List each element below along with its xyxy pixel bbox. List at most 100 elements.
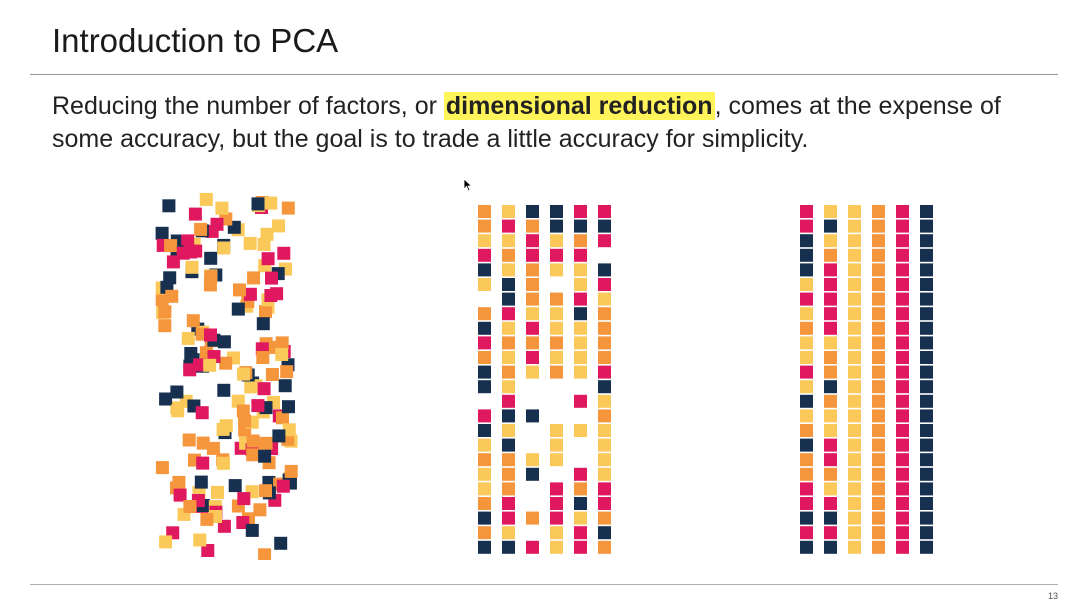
sorted-square — [824, 394, 837, 408]
aligned-square — [526, 263, 539, 277]
sorted-square — [896, 497, 909, 510]
scattered-square — [275, 348, 289, 361]
aligned-square — [478, 438, 491, 452]
sorted-square — [800, 467, 813, 481]
sorted-square — [848, 351, 861, 364]
pca-illustration — [155, 192, 933, 560]
aligned-square — [550, 336, 563, 350]
sorted-square — [824, 365, 837, 379]
sorted-square — [896, 321, 909, 335]
sorted-square — [800, 351, 813, 364]
sorted-square — [872, 234, 885, 248]
sorted-square — [800, 497, 813, 510]
sorted-square — [800, 205, 813, 218]
scattered-square — [159, 392, 173, 406]
sorted-square — [920, 453, 933, 467]
sorted-square — [824, 292, 837, 306]
sorted-square — [824, 205, 837, 218]
sorted-square — [800, 526, 813, 540]
sorted-square — [920, 278, 933, 291]
sorted-square — [800, 248, 813, 262]
scattered-square — [194, 475, 208, 489]
aligned-square — [526, 511, 539, 525]
scattered-square — [276, 479, 290, 493]
aligned-square — [550, 234, 563, 248]
sorted-square — [800, 482, 813, 496]
aligned-square — [550, 424, 563, 437]
aligned-square — [550, 263, 563, 277]
sorted-square — [848, 482, 861, 496]
aligned-square — [550, 540, 563, 554]
sorted-square — [872, 365, 885, 379]
sorted-square — [800, 453, 813, 467]
scattered-square — [189, 244, 203, 258]
aligned-square — [598, 307, 611, 321]
aligned-square — [574, 467, 587, 481]
scattered-square — [251, 197, 265, 211]
sorted-square — [800, 424, 813, 437]
aligned-square — [502, 438, 515, 452]
sorted-square — [920, 467, 933, 481]
sorted-square — [872, 248, 885, 262]
aligned-square — [526, 205, 539, 218]
scattered-square — [162, 199, 176, 213]
sorted-square — [896, 307, 909, 321]
aligned-square — [526, 248, 539, 262]
aligned-square — [526, 540, 539, 554]
scattered-square — [257, 237, 271, 251]
aligned-square — [526, 234, 539, 248]
sorted-square — [848, 438, 861, 452]
aligned-square — [502, 394, 515, 408]
scattered-square — [264, 289, 278, 302]
sorted-square — [848, 380, 861, 394]
aligned-square — [598, 321, 611, 335]
aligned-square — [598, 278, 611, 291]
scattered-square — [181, 234, 195, 248]
aligned-square — [502, 497, 515, 510]
sorted-square — [872, 278, 885, 291]
sorted-square — [800, 365, 813, 379]
aligned-square — [502, 205, 515, 218]
sorted-square — [896, 394, 909, 408]
scattered-square — [282, 400, 295, 414]
aligned-square — [526, 307, 539, 321]
aligned-square — [478, 380, 491, 394]
aligned-square — [598, 365, 611, 379]
sorted-square — [824, 321, 837, 335]
scattered-square — [251, 399, 265, 413]
scattered-square — [165, 289, 179, 303]
aligned-square — [598, 424, 611, 437]
sorted-square — [800, 438, 813, 452]
sorted-square — [920, 321, 933, 335]
sorted-square — [800, 540, 813, 554]
sorted-square — [920, 292, 933, 306]
aligned-square — [502, 307, 515, 321]
scattered-square — [195, 406, 209, 420]
sorted-square — [824, 307, 837, 321]
aligned-square — [550, 205, 563, 218]
sorted-square — [848, 219, 861, 233]
scattered-square — [181, 331, 195, 345]
scattered-square — [258, 548, 272, 560]
body-text-rest: , comes at the expense of some accuracy,… — [52, 92, 1001, 153]
aligned-square — [574, 263, 587, 277]
aligned-square — [526, 278, 539, 291]
scattered-square — [259, 484, 272, 498]
scattered-square — [253, 503, 267, 517]
aligned-square — [550, 292, 563, 306]
aligned-square — [598, 409, 611, 423]
sorted-square — [824, 526, 837, 540]
sorted-square — [872, 438, 885, 452]
scattered-square — [244, 380, 258, 394]
title-divider — [30, 74, 1058, 75]
aligned-square — [478, 263, 491, 277]
scattered-square — [170, 385, 184, 399]
sorted-square — [920, 351, 933, 364]
aligned-square — [478, 453, 491, 467]
sorted-square — [824, 438, 837, 452]
aligned-square — [478, 234, 491, 248]
aligned-square — [478, 409, 491, 423]
aligned-square — [502, 321, 515, 335]
aligned-square — [598, 292, 611, 306]
aligned-square — [574, 351, 587, 364]
